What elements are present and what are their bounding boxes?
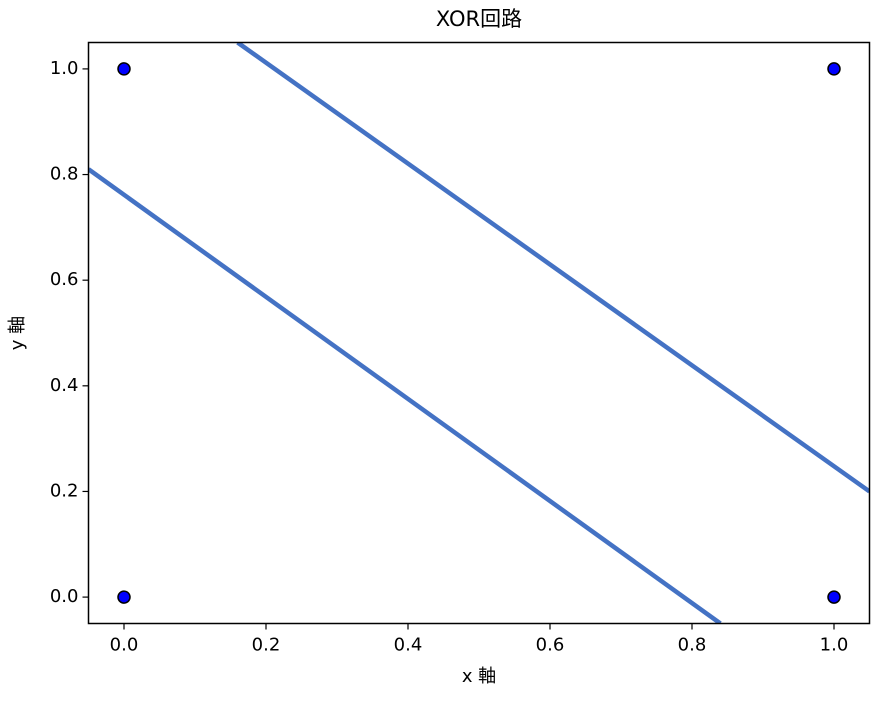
x-tick-label: 0.6 — [536, 635, 565, 656]
y-tick-label: 0.2 — [50, 480, 79, 501]
y-tick-label: 1.0 — [50, 58, 79, 79]
x-tick-label: 1.0 — [820, 635, 849, 656]
x-tick-label: 0.8 — [678, 635, 707, 656]
point — [827, 590, 841, 604]
plot-area — [88, 42, 870, 624]
chart-title: XOR回路 — [436, 7, 522, 31]
line — [236, 42, 870, 494]
x-axis-label: x 軸 — [462, 666, 496, 687]
y-tick-label: 0.8 — [50, 164, 79, 185]
axes-frame — [87, 41, 871, 625]
point — [117, 590, 131, 604]
point — [117, 62, 131, 76]
x-tick-label: 0.4 — [394, 635, 423, 656]
y-axis-label: y 軸 — [7, 316, 28, 350]
point — [827, 62, 841, 76]
y-tick-label: 0.4 — [50, 375, 79, 396]
x-tick-label: 0.0 — [110, 635, 139, 656]
x-tick-label: 0.2 — [252, 635, 281, 656]
y-tick-label: 0.6 — [50, 269, 79, 290]
y-tick-label: 0.0 — [50, 586, 79, 607]
line — [88, 167, 722, 624]
